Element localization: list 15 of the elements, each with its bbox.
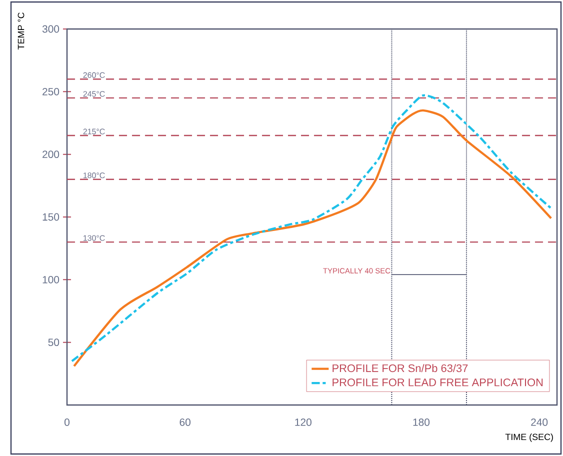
x-axis-title: TIME (SEC)	[505, 434, 553, 442]
y-tick-label: 50	[48, 338, 60, 346]
y-tick-label: 100	[42, 276, 60, 284]
y-tick-label: 200	[42, 150, 60, 158]
legend-label: PROFILE FOR Sn/Pb 63/37	[332, 364, 468, 372]
x-tick-label: 0	[64, 418, 70, 426]
y-axis-title: TEMP °C	[18, 12, 24, 50]
legend-label: PROFILE FOR LEAD FREE APPLICATION	[332, 378, 543, 386]
y-tick-label: 250	[42, 88, 60, 96]
x-tick-label: 120	[295, 418, 312, 426]
y-tick-label: 150	[42, 213, 60, 221]
x-tick-label: 240	[531, 418, 548, 426]
y-tick-label: 300	[42, 25, 60, 33]
x-tick-label: 180	[413, 418, 430, 426]
x-tick-label: 60	[180, 418, 190, 426]
